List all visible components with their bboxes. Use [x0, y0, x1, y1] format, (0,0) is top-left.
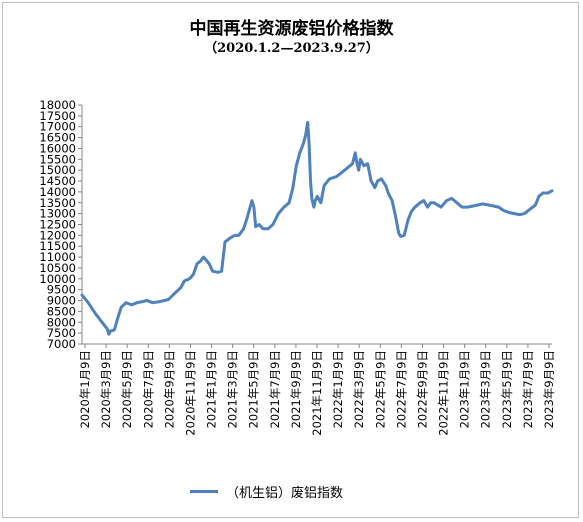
y-tick-label: 12000	[39, 228, 76, 242]
x-tick-label: 2021年7月9日	[268, 350, 282, 428]
x-tick-label: 2022年9月9日	[415, 350, 429, 428]
x-tick-label: 2021年3月9日	[226, 350, 240, 428]
x-tick-label: 2020年7月9日	[141, 350, 155, 428]
chart-title: 中国再生资源废铝价格指数	[189, 19, 394, 39]
legend: （机生铝）废铝指数	[190, 483, 344, 501]
x-tick-label: 2023年5月9日	[500, 350, 514, 428]
y-tick-label: 10500	[39, 261, 76, 275]
chart-subtitle: （2020.1.2—2023.9.27）	[204, 41, 379, 56]
x-tick-label: 2020年1月9日	[78, 350, 92, 428]
y-tick-label: 16000	[39, 141, 76, 155]
x-tick-label: 2022年11月9日	[437, 350, 451, 436]
y-tick-label: 14000	[39, 185, 76, 199]
x-tick-label: 2020年5月9日	[120, 350, 134, 428]
x-tick-label: 2022年5月9日	[373, 350, 387, 428]
y-tick-label: 17500	[39, 109, 76, 123]
y-tick-label: 17000	[39, 120, 76, 134]
x-tick-label: 2022年3月9日	[352, 350, 366, 428]
x-tick-label: 2022年1月9日	[331, 350, 345, 428]
x-tick-label: 2023年3月9日	[479, 350, 493, 428]
y-tick-label: 15000	[39, 163, 76, 177]
x-tick-label: 2021年11月9日	[310, 350, 324, 436]
x-tick-label: 2023年1月9日	[458, 350, 472, 428]
y-tick-label: 10000	[39, 272, 76, 286]
y-tick-label: 11500	[39, 239, 76, 253]
y-tick-label: 7000	[47, 337, 76, 351]
y-tick-label: 13500	[39, 196, 76, 210]
x-tick-label: 2023年9月9日	[542, 350, 556, 428]
legend-swatch	[190, 489, 218, 493]
x-tick-label: 2021年1月9日	[205, 350, 219, 428]
x-axis: 2020年1月9日 2020年3月9日 2020年5月9日 2020年7月9日 2020…	[78, 343, 556, 436]
y-tick-label: 8000	[47, 315, 76, 329]
x-tick-label: 2021年5月9日	[247, 350, 261, 428]
y-tick-label: 12500	[39, 218, 76, 232]
y-tick-label: 13000	[39, 207, 76, 221]
y-tick-label: 15500	[39, 152, 76, 166]
y-tick-label: 9000	[47, 294, 76, 308]
chart-frame	[2, 2, 579, 518]
y-tick-label: 11000	[39, 250, 76, 264]
series-line-0	[80, 120, 554, 336]
y-tick-label: 14500	[39, 174, 76, 188]
x-tick-label: 2022年7月9日	[394, 350, 408, 428]
x-tick-label: 2020年11月9日	[183, 350, 197, 436]
y-tick-label: 18000	[39, 98, 76, 112]
x-tick-label: 2021年9月9日	[289, 350, 303, 428]
series-layer	[80, 120, 554, 336]
x-tick-label: 2020年9月9日	[162, 350, 176, 428]
y-tick-label: 8500	[47, 304, 76, 318]
y-tick-label: 16500	[39, 131, 76, 145]
y-tick-label: 9500	[47, 283, 76, 297]
y-axis: 7000750080008500900095001000010500110001…	[39, 98, 83, 351]
legend-label: （机生铝）废铝指数	[226, 485, 344, 501]
x-tick-label: 2020年3月9日	[99, 350, 113, 428]
x-tick-label: 2023年7月9日	[521, 350, 535, 428]
y-tick-label: 7500	[47, 326, 76, 340]
